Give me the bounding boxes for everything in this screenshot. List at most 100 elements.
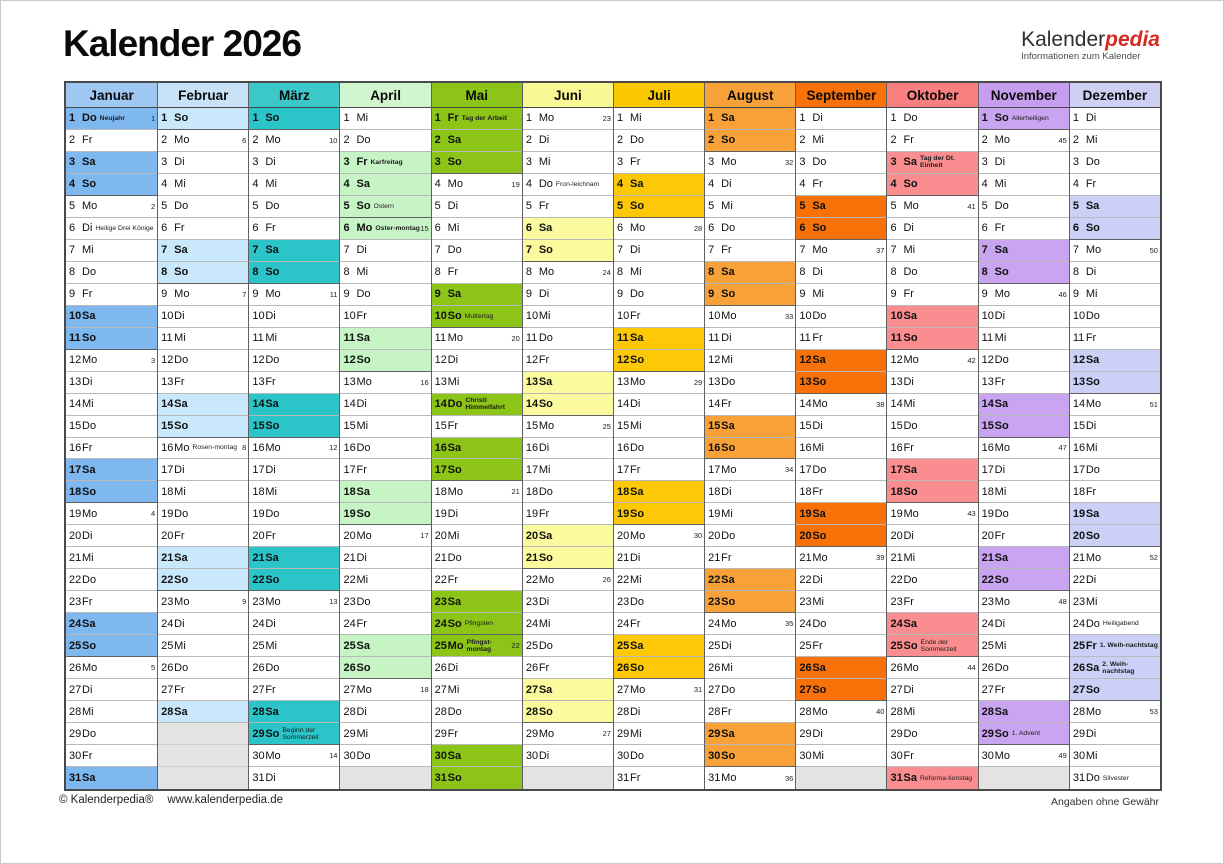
weekday-abbr: So [82,639,97,652]
day-number: 30 [525,749,539,762]
weekday-abbr: Mi [356,573,369,586]
day-number: 11 [343,332,356,345]
day-number: 29 [708,727,721,740]
weekday-abbr: Do [265,200,280,213]
day-cell: 26 Do [249,657,340,680]
holiday-label: Silvester [1102,774,1129,782]
day-cell: 12 Fr [522,350,613,372]
calendar-grid: Januar 1 Do Neujahr 1 2 Fr 3 Sa 4 So 5 Mo 2 6 Di Heilige… [64,81,1162,791]
day-cell: 13 Fr [978,372,1069,394]
day-cell: 19 Mo 43 [887,503,978,526]
day-cell: 14 Mo 38 [796,394,887,416]
weekday-abbr: Mo [265,749,281,762]
day-cell: 11 So [887,327,978,350]
weekday-abbr: Mi [174,485,186,498]
logo-wordmark: Kalenderpedia [1021,28,1160,51]
day-number: 21 [799,551,812,564]
day-cell: 2 Mo 10 [249,130,340,152]
weekday-abbr: Do [538,639,553,652]
day-number: 22 [525,573,539,586]
day-cell: 19 Sa [796,503,887,526]
day-cell: 16 Fr [66,438,158,460]
day-cell: 26 Di [431,657,522,680]
day-cell: 21 Sa [158,547,249,570]
day-cell: 25 Sa [613,635,705,658]
day-number: 24 [890,617,903,630]
day-cell: 17 Fr [340,459,431,482]
weekday-abbr: Mo [721,463,737,476]
day-number: 29 [890,727,903,740]
day-number: 27 [161,683,174,696]
day-number: 12 [343,354,356,367]
day-number: 20 [708,529,721,542]
week-number: 2 [150,201,156,211]
day-cell: 24 So Pfingsten [431,613,522,636]
day-cell: 9 Fr [66,284,158,306]
day-number: 5 [343,200,350,213]
day-number: 9 [616,288,624,301]
day-number: 3 [1072,156,1079,169]
weekday-abbr: So [174,573,189,586]
weekday-abbr: Fr [721,244,732,257]
day-cell: 9 Di [522,284,613,306]
day-number: 26 [434,661,447,674]
day-cell: 8 Sa [705,261,796,284]
month-header: September [796,83,887,108]
weekday-abbr: Mi [994,639,1007,652]
day-cell: 13 So [796,371,887,394]
weekday-abbr: Di [174,617,185,630]
weekday-abbr: So [265,573,280,586]
day-number: 12 [1072,354,1086,367]
day-number: 4 [799,178,806,191]
day-cell: 7 Do [431,240,522,262]
day-cell: 6 Mo Oster-montag 15 [340,217,431,240]
weekday-abbr: Do [356,441,371,454]
week-number: 46 [1058,289,1067,299]
day-cell: 19 So [613,503,705,526]
holiday-label: Fron-leichnam [555,180,600,188]
day-cell: 23 Mo 9 [158,591,249,614]
day-number: 29 [525,727,539,740]
day-number: 3 [161,156,168,169]
day-cell: 30 Mo 49 [978,745,1069,768]
weekday-abbr: Fr [447,112,459,125]
weekday-abbr: Mi [721,200,733,213]
day-cell: 4 Fr [1069,174,1160,196]
week-number: 48 [1058,597,1067,607]
weekday-abbr: Sa [447,134,462,147]
day-number: 14 [343,398,356,411]
day-cell: 1 Sa [705,108,796,130]
day-number: 26 [1072,661,1086,674]
day-number: 6 [616,222,624,235]
day-cell: 4 So [66,173,158,196]
weekday-abbr: Mo [174,595,190,608]
day-cell: 20 Mi [431,525,522,548]
weekday-abbr: Mo [994,134,1010,147]
day-number: 27 [252,683,265,696]
weekday-abbr: Mo [356,376,372,389]
week-number: 21 [511,487,520,497]
weekday-abbr: Mo [538,727,555,740]
weekday-abbr: Fr [82,595,93,608]
weekday-abbr: Mi [265,639,277,652]
day-number: 12 [890,354,903,367]
day-cell: 5 Do [158,196,249,218]
weekday-abbr: So [812,683,827,696]
weekday-abbr: So [994,266,1009,279]
day-cell: 4 Sa [340,173,431,196]
day-cell: 29 Mo 27 [522,723,613,746]
day-cell: 20 Fr [978,525,1069,548]
weekday-abbr: So [447,463,462,476]
weekday-abbr: Fr [538,354,550,367]
weekday-abbr: Fr [538,200,550,213]
day-cell: 14 Mo 51 [1069,394,1160,416]
day-cell: 16 Di [522,438,613,460]
week-number: 26 [602,575,611,585]
weekday-abbr: Do [356,595,371,608]
weekday-abbr: Sa [903,156,917,169]
day-number: 9 [343,288,350,301]
day-number: 31 [1072,772,1086,784]
day-cell: 6 Sa [522,217,613,240]
day-number: 15 [890,420,903,433]
day-cell: 20 Do [705,525,796,548]
